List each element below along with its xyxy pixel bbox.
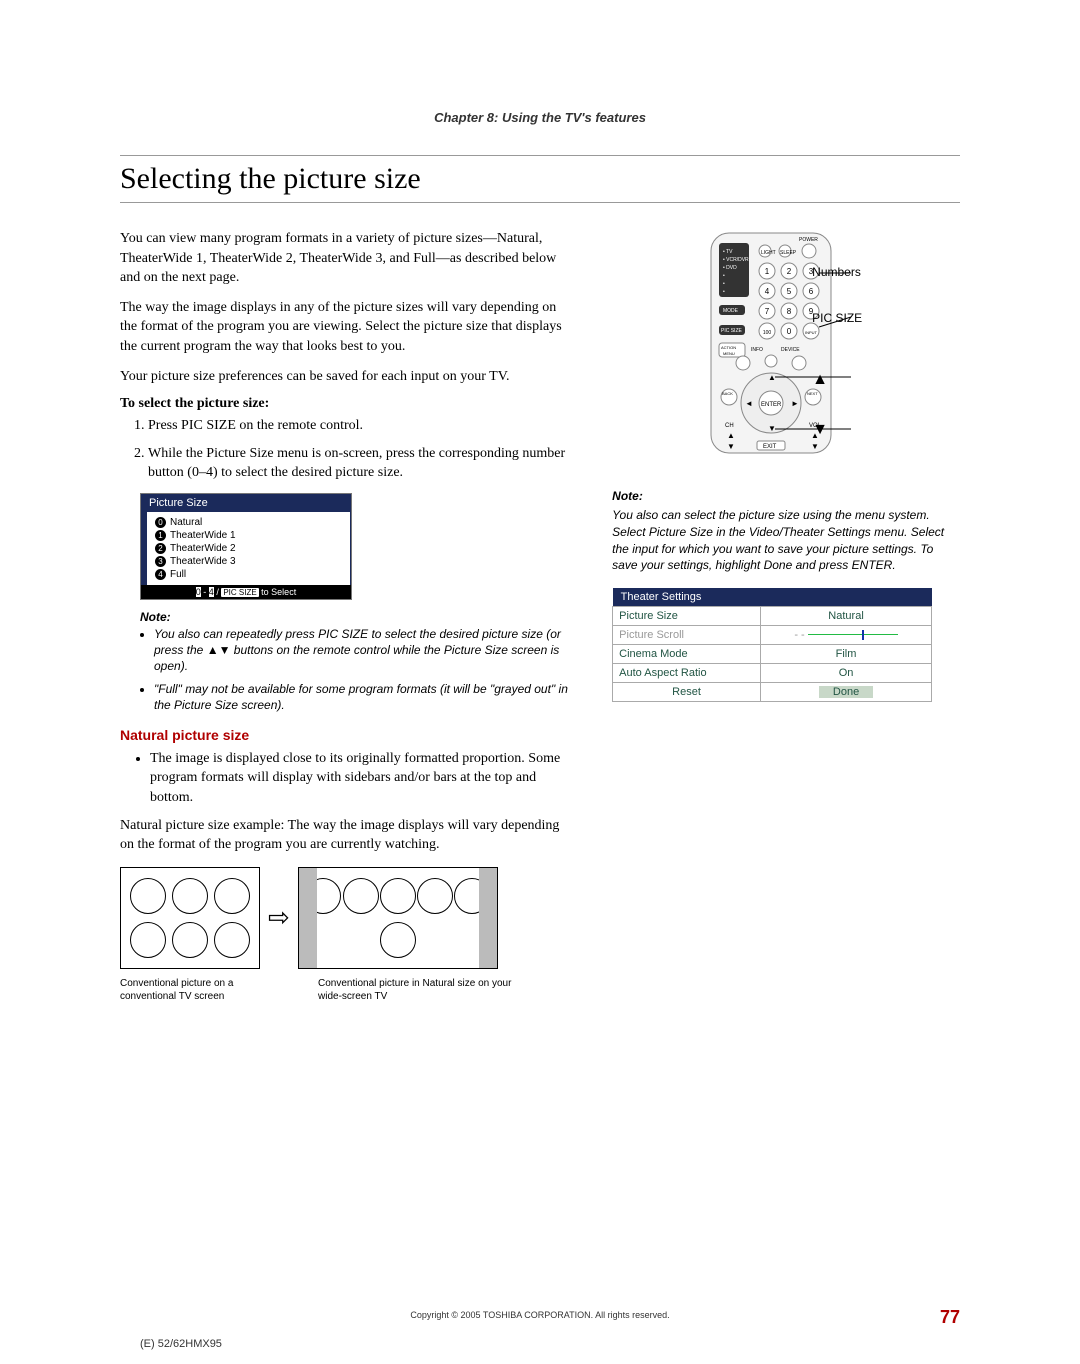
svg-text:DEVICE: DEVICE xyxy=(781,347,800,353)
svg-text:8: 8 xyxy=(787,307,792,316)
svg-text:INFO: INFO xyxy=(751,347,763,353)
rule-below xyxy=(120,202,960,203)
svg-text:2: 2 xyxy=(787,267,792,276)
theater-settings-table: Theater Settings Picture Size Natural Pi… xyxy=(612,588,932,702)
slider-icon xyxy=(808,632,898,638)
svg-text:▼: ▼ xyxy=(768,424,776,433)
picture-size-footer: 0 - 4 / PIC SIZE to Select xyxy=(141,585,351,599)
steps-list: Press PIC SIZE on the remote control. Wh… xyxy=(120,416,572,483)
note-1: You also can repeatedly press PIC SIZE t… xyxy=(154,626,572,675)
callout-down: ▼ xyxy=(812,421,828,439)
svg-text:CH: CH xyxy=(725,423,734,429)
svg-text:4: 4 xyxy=(765,287,770,296)
svg-text:PIC SIZE: PIC SIZE xyxy=(721,328,743,334)
ps-item-0: Natural xyxy=(170,517,202,528)
svg-text:MODE: MODE xyxy=(723,308,739,314)
step-1: Press PIC SIZE on the remote control. xyxy=(148,416,572,436)
left-sidebar xyxy=(299,868,317,968)
step-2: While the Picture Size menu is on-screen… xyxy=(148,444,572,483)
num-2-icon: 2 xyxy=(155,543,166,554)
svg-text:▲: ▲ xyxy=(768,373,776,382)
to-select-heading: To select the picture size: xyxy=(120,396,572,412)
callout-picsize: PIC SIZE xyxy=(812,311,862,325)
conventional-screen xyxy=(120,867,260,969)
svg-text:▼: ▼ xyxy=(811,442,819,451)
note-label-right: Note: xyxy=(612,489,960,503)
copyright: Copyright © 2005 TOSHIBA CORPORATION. Al… xyxy=(120,1310,960,1320)
arrow-icon: ⇨ xyxy=(268,902,290,933)
ps-item-4: Full xyxy=(170,569,186,580)
caption-2: Conventional picture in Natural size on … xyxy=(318,977,518,1003)
num-4-icon: 4 xyxy=(155,569,166,580)
num-0-icon: 0 xyxy=(155,517,166,528)
done-button[interactable]: Done xyxy=(819,686,873,698)
page-title: Selecting the picture size xyxy=(120,162,960,196)
right-column: • TV • VCR/DVR • DVD • • • LIGHT SLEEP P… xyxy=(612,223,960,1003)
svg-text:• VCR/DVR: • VCR/DVR xyxy=(723,257,749,263)
note-list-left: You also can repeatedly press PIC SIZE t… xyxy=(140,626,572,713)
svg-text:SLEEP: SLEEP xyxy=(780,250,797,256)
svg-text:ENTER: ENTER xyxy=(761,402,782,408)
theater-header: Theater Settings xyxy=(613,588,932,607)
svg-text:INPUT: INPUT xyxy=(805,330,818,335)
ps-item-1: TheaterWide 1 xyxy=(170,530,236,541)
note-2: "Full" may not be available for some pro… xyxy=(154,681,572,713)
natural-heading: Natural picture size xyxy=(120,727,572,743)
reset-button[interactable]: Reset xyxy=(658,686,715,698)
para-2: The way the image displays in any of the… xyxy=(120,298,572,357)
page-number: 77 xyxy=(940,1307,960,1328)
note-label-left: Note: xyxy=(140,610,572,624)
svg-text:0: 0 xyxy=(787,327,792,336)
svg-text:•: • xyxy=(723,281,725,287)
para-3: Your picture size preferences can be sav… xyxy=(120,367,572,387)
callout-numbers: Numbers xyxy=(812,265,861,279)
picture-size-menu: Picture Size 0 Natural 1 TheaterWide 1 2 Th… xyxy=(140,493,352,600)
svg-text:•: • xyxy=(723,273,725,279)
caption-1: Conventional picture on a conventional T… xyxy=(120,977,260,1003)
svg-text:POWER: POWER xyxy=(799,237,818,243)
chapter-heading: Chapter 8: Using the TV's features xyxy=(120,110,960,125)
rule-top xyxy=(120,155,960,156)
table-row: Picture Scroll - - xyxy=(613,626,932,645)
example-row: ⇨ xyxy=(120,867,572,969)
ps-item-2: TheaterWide 2 xyxy=(170,543,236,554)
svg-text:7: 7 xyxy=(765,307,770,316)
svg-text:▲: ▲ xyxy=(727,431,735,440)
num-1-icon: 1 xyxy=(155,530,166,541)
svg-text:MENU: MENU xyxy=(723,351,735,356)
svg-text:6: 6 xyxy=(809,287,814,296)
svg-text:•: • xyxy=(723,289,725,295)
ps-item-3: TheaterWide 3 xyxy=(170,556,236,567)
svg-text:100: 100 xyxy=(763,330,772,336)
num-3-icon: 3 xyxy=(155,556,166,567)
doc-id: (E) 52/62HMX95 xyxy=(140,1338,222,1350)
natural-bullet-list: The image is displayed close to its orig… xyxy=(120,749,572,808)
svg-text:• DVD: • DVD xyxy=(723,265,737,271)
left-column: You can view many program formats in a v… xyxy=(120,223,572,1003)
table-button-row: Reset Done xyxy=(613,683,932,702)
remote-diagram: • TV • VCR/DVR • DVD • • • LIGHT SLEEP P… xyxy=(691,223,881,463)
svg-text:EXIT: EXIT xyxy=(763,444,777,450)
table-row: Picture Size Natural xyxy=(613,607,932,626)
svg-text:►: ► xyxy=(791,399,799,408)
table-row: Cinema Mode Film xyxy=(613,645,932,664)
right-sidebar xyxy=(479,868,497,968)
picture-size-header: Picture Size xyxy=(141,494,351,512)
table-row: Auto Aspect Ratio On xyxy=(613,664,932,683)
natural-para: Natural picture size example: The way th… xyxy=(120,816,572,855)
svg-text:• TV: • TV xyxy=(723,249,733,255)
note-text-right: You also can select the picture size usi… xyxy=(612,507,960,574)
svg-text:◄: ◄ xyxy=(745,399,753,408)
svg-text:ACTION: ACTION xyxy=(721,345,736,350)
svg-text:▼: ▼ xyxy=(727,442,735,451)
callout-up: ▲ xyxy=(812,371,828,389)
svg-text:LIGHT: LIGHT xyxy=(761,250,776,256)
svg-text:BACK: BACK xyxy=(722,391,733,396)
widescreen xyxy=(298,867,498,969)
svg-text:NEXT: NEXT xyxy=(807,391,818,396)
svg-text:5: 5 xyxy=(787,287,792,296)
natural-bullet: The image is displayed close to its orig… xyxy=(150,749,572,808)
para-1: You can view many program formats in a v… xyxy=(120,229,572,288)
svg-text:1: 1 xyxy=(765,267,770,276)
